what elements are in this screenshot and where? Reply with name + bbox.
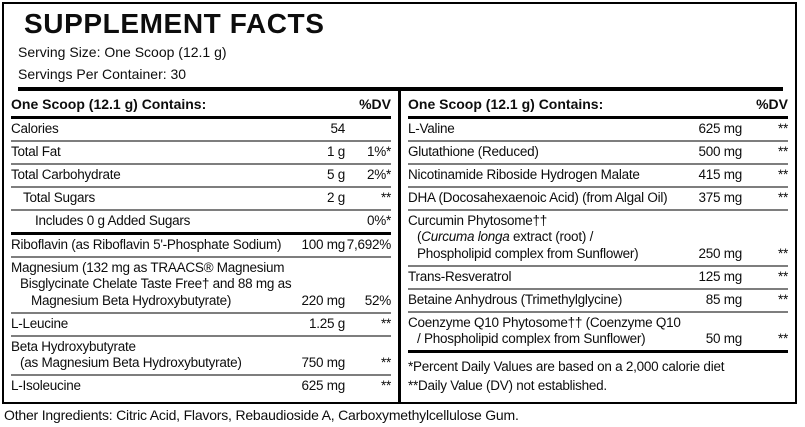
- nutrient-amount: 220 mg: [301, 292, 345, 308]
- nutrient-name-line: (Curcuma longa extract (root) /: [417, 229, 594, 245]
- nutrient-dv: 2%*: [366, 166, 391, 182]
- nutrient-name: L-Isoleucine: [11, 378, 81, 394]
- nutrient-amount: 85 mg: [705, 291, 743, 307]
- row-l-valine: L-Valine 625 mg **: [408, 119, 788, 140]
- nutrient-name: L-Valine: [408, 121, 455, 136]
- nutrient-name-line: Coenzyme Q10 Phytosome†† (Coenzyme Q10: [408, 314, 681, 330]
- row-dha: DHA (Docosahexaenoic Acid) (from Algal O…: [408, 185, 788, 209]
- nutrient-amount: 100 mg: [301, 236, 345, 252]
- right-column: One Scoop (12.1 g) Contains: %DV L-Valin…: [401, 91, 795, 402]
- row-magnesium: Magnesium (132 mg as TRAACS® Magnesium B…: [11, 255, 392, 312]
- row-calories: Calories 54: [11, 119, 391, 140]
- row-nicotinamide-riboside: Nicotinamide Riboside Hydrogen Malate 41…: [408, 162, 788, 186]
- panel-header: SUPPLEMENT FACTS Serving Size: One Scoop…: [4, 4, 795, 91]
- nutrient-dv: **: [777, 121, 788, 136]
- row-betaine-anhydrous: Betaine Anhydrous (Trimethylglycine) 85 …: [408, 287, 788, 311]
- nutrient-amount: 500 mg: [698, 143, 742, 159]
- row-total-fat: Total Fat 1 g 1%*: [11, 139, 391, 163]
- nutrient-dv: 7,692%: [346, 236, 392, 252]
- row-glutathione: Glutathione (Reduced) 500 mg **: [408, 139, 788, 163]
- nutrient-amount: 54: [330, 121, 345, 136]
- nutrient-name: Total Sugars: [23, 189, 96, 205]
- nutrient-amount: 250 mg: [698, 245, 742, 261]
- nutrient-dv: **: [777, 268, 788, 284]
- panel-title: SUPPLEMENT FACTS: [24, 8, 325, 39]
- column-divider: [398, 91, 401, 402]
- nutrient-dv: **: [777, 189, 788, 205]
- nutrient-amount: 415 mg: [698, 166, 742, 182]
- row-l-leucine: L-Leucine 1.25 g **: [11, 311, 391, 335]
- nutrient-amount: 375 mg: [698, 189, 742, 205]
- nutrient-name: Includes 0 g Added Sugars: [35, 212, 191, 228]
- nutrient-amount: 750 mg: [301, 355, 345, 371]
- nutrient-name: Riboflavin (as Riboflavin 5'-Phosphate S…: [11, 236, 282, 252]
- row-total-carbohydrate: Total Carbohydrate 5 g 2%*: [11, 162, 391, 186]
- nutrient-amount: 50 mg: [705, 331, 743, 347]
- contains-label: One Scoop (12.1 g) Contains:: [408, 96, 604, 112]
- nutrient-amount: 2 g: [326, 189, 345, 205]
- nutrient-name-line: Magnesium Beta Hydroxybutyrate): [31, 292, 232, 308]
- nutrient-amount: 1 g: [326, 143, 345, 159]
- nutrient-dv: **: [777, 143, 788, 159]
- footnote-percent-dv: *Percent Daily Values are based on a 2,0…: [408, 359, 725, 375]
- nutrient-name-line: Bisglycinate Chelate Taste Free† and 88 …: [20, 276, 292, 292]
- left-column-header: One Scoop (12.1 g) Contains: %DV: [11, 91, 391, 119]
- nutrient-dv: **: [380, 315, 391, 331]
- nutrient-name: Total Carbohydrate: [11, 166, 121, 182]
- nutrient-name: Nicotinamide Riboside Hydrogen Malate: [408, 166, 640, 182]
- dv-label: %DV: [756, 96, 788, 112]
- nutrient-name: L-Leucine: [11, 315, 69, 331]
- row-trans-resveratrol: Trans-Resveratrol 125 mg **: [408, 264, 788, 288]
- row-l-isoleucine: L-Isoleucine 625 mg **: [11, 374, 391, 397]
- left-column: One Scoop (12.1 g) Contains: %DV Calorie…: [4, 91, 398, 402]
- row-riboflavin: Riboflavin (as Riboflavin 5'-Phosphate S…: [11, 231, 392, 256]
- columns: One Scoop (12.1 g) Contains: %DV Calorie…: [4, 91, 795, 402]
- nutrient-amount: 125 mg: [698, 268, 742, 284]
- nutrient-amount: 1.25 g: [308, 315, 345, 331]
- nutrient-amount: 625 mg: [301, 378, 345, 394]
- left-rows: Calories 54 Total Fat 1 g 1%* Total Carb…: [11, 119, 391, 397]
- nutrient-name-line: Magnesium (132 mg as TRAACS® Magnesium: [11, 259, 285, 275]
- nutrient-dv: 0%*: [366, 212, 391, 228]
- nutrient-dv: 1%*: [366, 143, 391, 159]
- nutrient-name: Trans-Resveratrol: [408, 268, 512, 284]
- row-total-sugars: Total Sugars 2 g **: [11, 185, 391, 209]
- nutrient-dv: 52%: [364, 292, 392, 308]
- nutrient-name-line: Phospholipid complex from Sunflower): [417, 245, 639, 261]
- contains-label: One Scoop (12.1 g) Contains:: [11, 96, 207, 112]
- other-ingredients-line: Other Ingredients: Citric Acid, Flavors,…: [4, 407, 519, 423]
- nutrient-name-line: Curcumin Phytosome††: [408, 212, 548, 228]
- nutrient-dv: **: [380, 189, 391, 205]
- nutrient-name: Glutathione (Reduced): [408, 143, 539, 159]
- right-rows: L-Valine 625 mg ** Glutathione (Reduced)…: [408, 119, 788, 396]
- row-coenzyme-q10: Coenzyme Q10 Phytosome†† (Coenzyme Q10 /…: [408, 310, 788, 350]
- row-curcumin-phytosome: Curcumin Phytosome†† (Curcuma longa extr…: [408, 208, 788, 265]
- latin-name: Curcuma longa: [421, 229, 510, 245]
- nutrient-dv: **: [777, 291, 788, 307]
- nutrient-name-line: / Phospholipid complex from Sunflower): [417, 331, 646, 347]
- nutrient-dv: **: [777, 245, 788, 261]
- nutrient-name: Betaine Anhydrous (Trimethylglycine): [408, 291, 623, 307]
- nutrient-amount: 5 g: [326, 166, 345, 182]
- nutrient-dv: **: [380, 378, 391, 394]
- nutrient-name: DHA (Docosahexaenoic Acid) (from Algal O…: [408, 189, 668, 205]
- right-column-header: One Scoop (12.1 g) Contains: %DV: [408, 91, 788, 119]
- servings-per-container-line: Servings Per Container: 30: [18, 66, 187, 82]
- nutrient-name-line: (as Magnesium Beta Hydroxybutyrate): [20, 355, 242, 371]
- supplement-facts-panel: SUPPLEMENT FACTS Serving Size: One Scoop…: [2, 2, 797, 404]
- thick-divider: [18, 87, 783, 91]
- footnote-dv-not-established: **Daily Value (DV) not established.: [408, 377, 607, 393]
- serving-size-line: Serving Size: One Scoop (12.1 g): [18, 44, 227, 60]
- nutrient-amount: 625 mg: [698, 121, 742, 136]
- row-added-sugars: Includes 0 g Added Sugars 0%*: [11, 208, 391, 232]
- nutrient-dv: **: [777, 166, 788, 182]
- nutrient-name: Calories: [11, 121, 59, 136]
- footnotes: *Percent Daily Values are based on a 2,0…: [408, 350, 788, 396]
- dv-label: %DV: [359, 96, 391, 112]
- nutrient-dv: **: [380, 355, 391, 371]
- row-beta-hydroxybutyrate: Beta Hydroxybutyrate (as Magnesium Beta …: [11, 334, 391, 374]
- nutrient-name-line: Beta Hydroxybutyrate: [11, 338, 136, 354]
- nutrient-dv: **: [777, 331, 788, 347]
- nutrient-name: Total Fat: [11, 143, 61, 159]
